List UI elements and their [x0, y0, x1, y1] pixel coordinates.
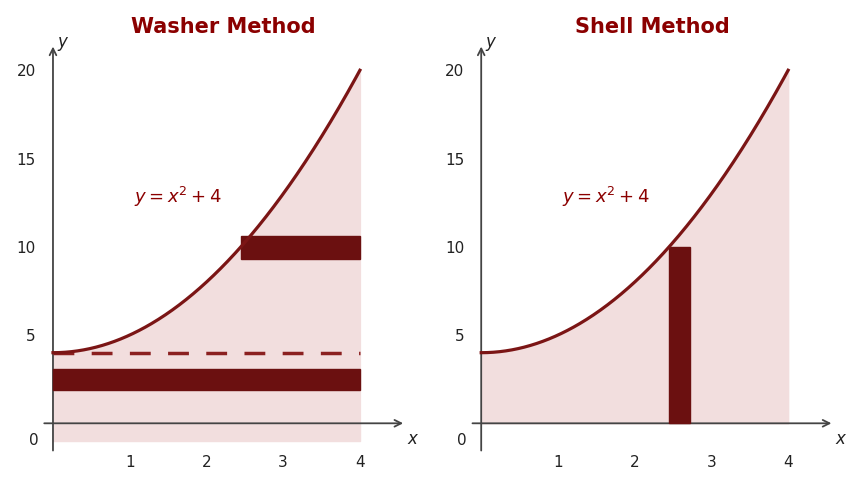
Bar — [668, 247, 689, 423]
Text: 0: 0 — [456, 433, 467, 449]
Title: Washer Method: Washer Method — [131, 17, 316, 37]
Text: 0: 0 — [29, 433, 39, 449]
Text: x: x — [835, 430, 845, 448]
Text: y: y — [485, 33, 495, 51]
Bar — [241, 236, 360, 259]
Text: x: x — [407, 430, 417, 448]
Text: y: y — [57, 33, 67, 51]
Text: $y = x^2 + 4$: $y = x^2 + 4$ — [561, 185, 648, 208]
Bar — [53, 369, 360, 390]
Text: $y = x^2 + 4$: $y = x^2 + 4$ — [133, 185, 221, 208]
Title: Shell Method: Shell Method — [574, 17, 728, 37]
